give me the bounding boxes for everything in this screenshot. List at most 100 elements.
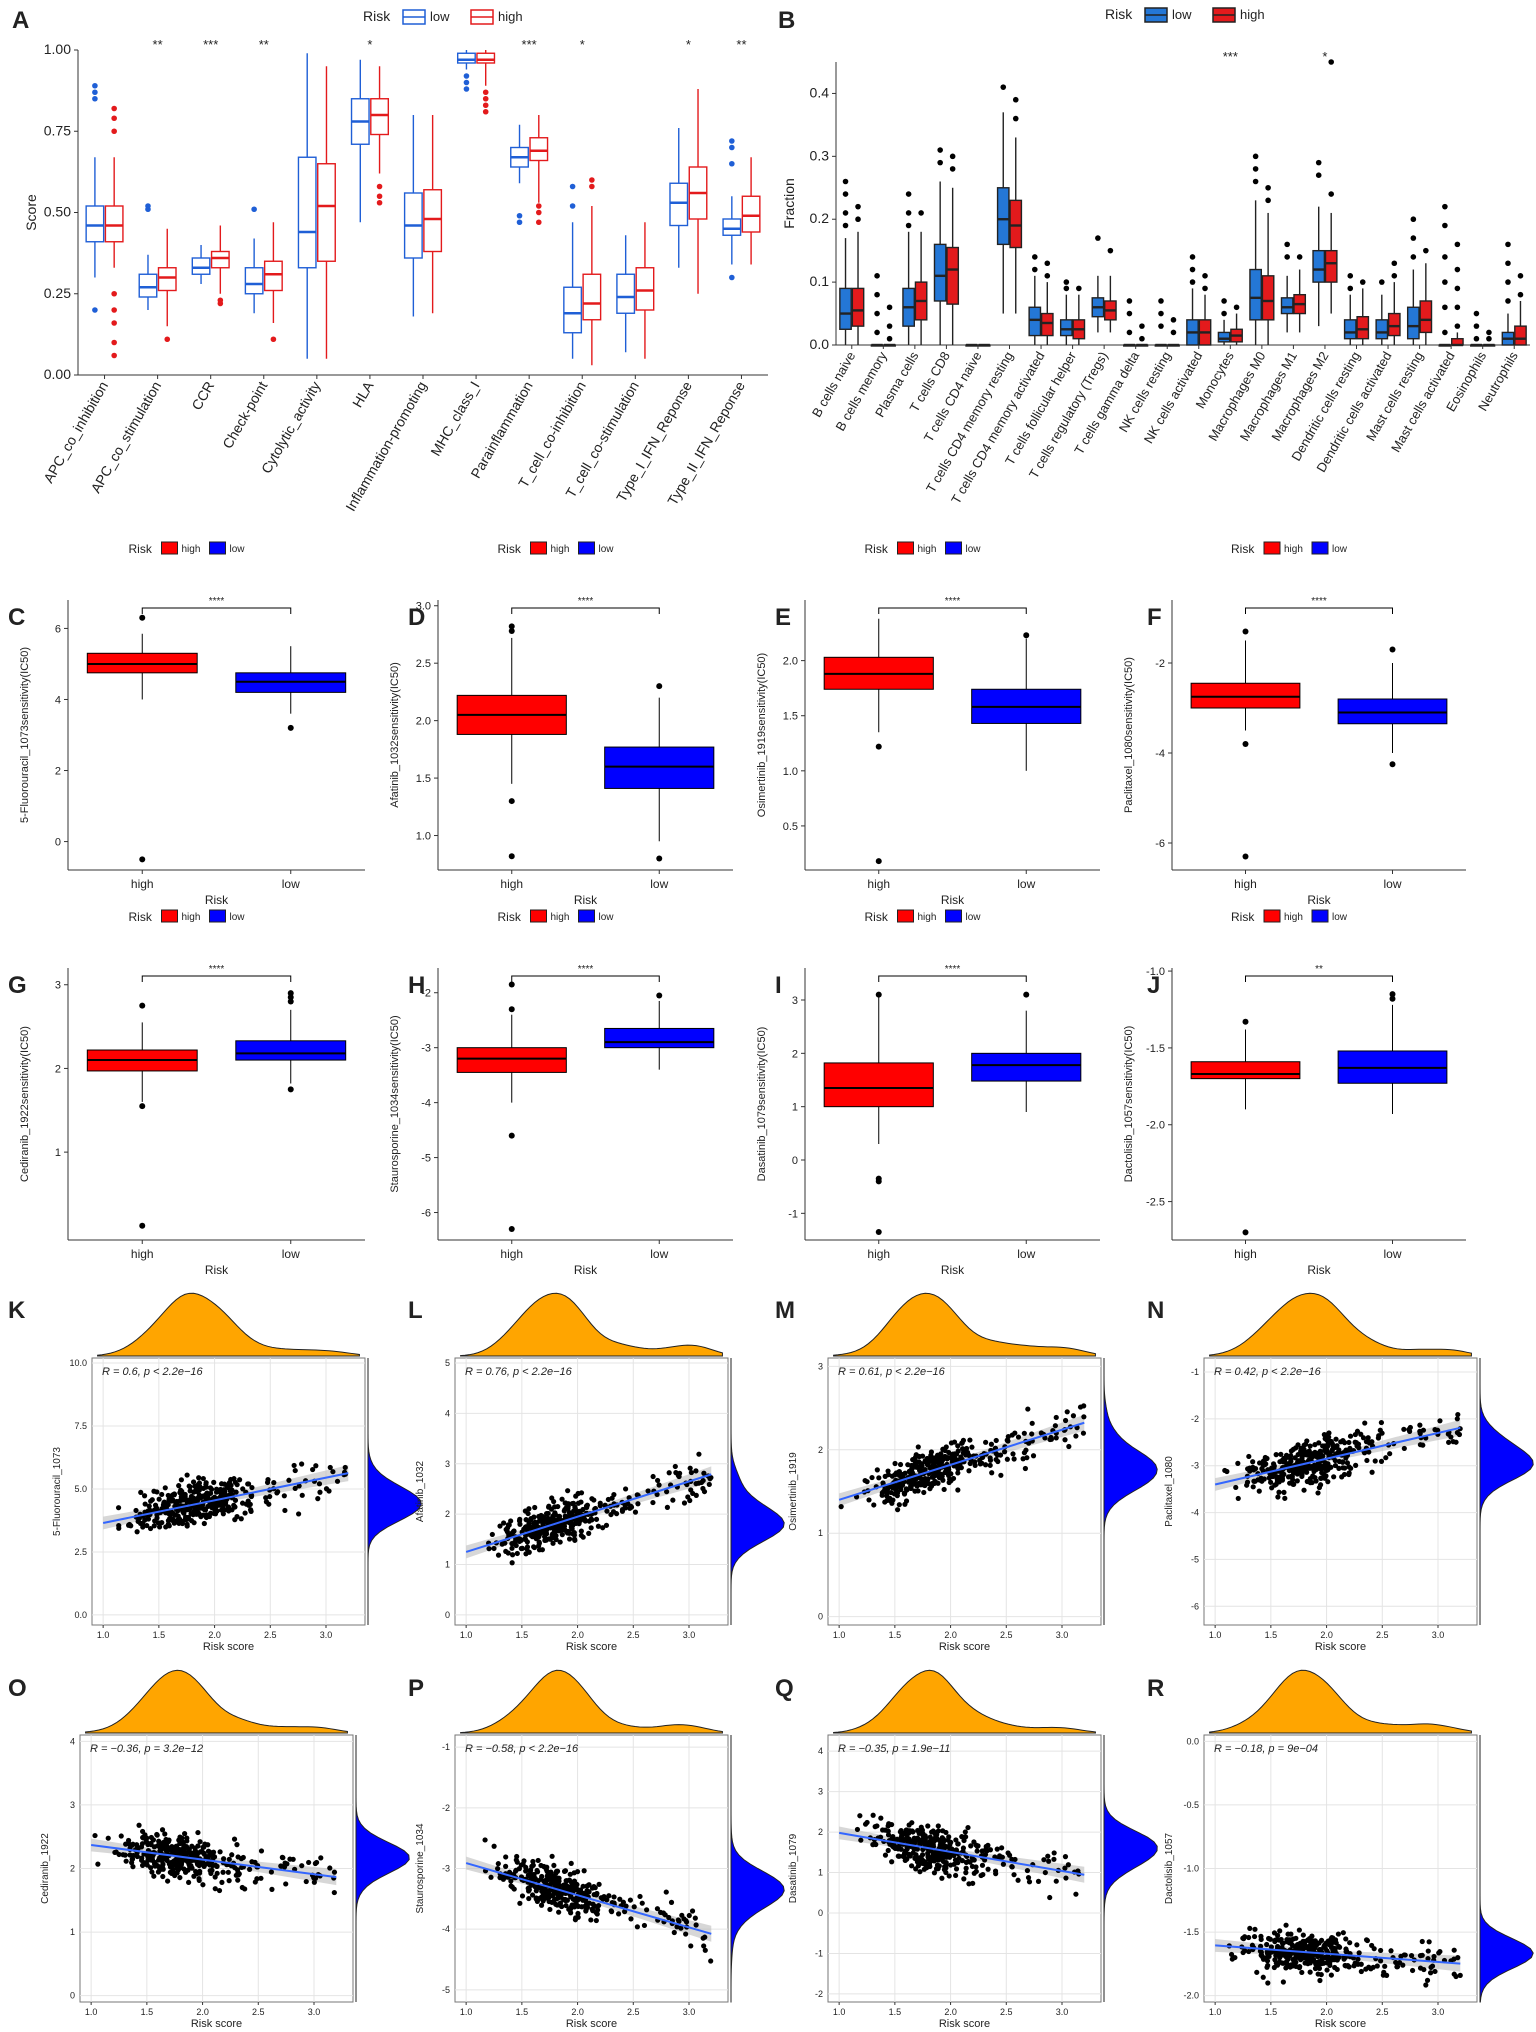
x-axis-title: Risk <box>941 893 965 907</box>
scatter-point <box>882 1852 889 1858</box>
scatter-point <box>141 1493 148 1499</box>
outlier-point <box>482 102 489 109</box>
significance-bracket <box>141 975 292 982</box>
density-top <box>460 1292 723 1357</box>
scatter-point <box>184 1838 190 1844</box>
outlier-point <box>1389 761 1396 768</box>
scatter-point <box>566 1509 572 1516</box>
outlier-point <box>287 1086 294 1093</box>
scatter-point <box>523 1551 529 1557</box>
scatter-point <box>1011 1456 1017 1462</box>
scatter-point <box>166 1496 172 1502</box>
scatter-point <box>524 1544 531 1550</box>
legend-label-high: high <box>1284 912 1303 923</box>
outlier-point <box>1410 235 1417 241</box>
scatter-point <box>654 1491 660 1498</box>
scatter-point <box>874 1823 880 1829</box>
scatter-point <box>1352 1431 1358 1438</box>
scatter-point <box>931 1870 938 1876</box>
scatter-point <box>509 1560 515 1566</box>
scatter-point <box>526 1506 532 1512</box>
scatter-point <box>1409 1967 1416 1974</box>
scatter-point <box>195 1829 201 1836</box>
outlier-point <box>139 1002 146 1009</box>
scatter-point <box>1425 1948 1431 1954</box>
scatter-point <box>226 1878 232 1884</box>
x-tick-label: 2.5 <box>264 1630 277 1640</box>
scatter-point <box>1432 1427 1438 1433</box>
outlier-point <box>1423 247 1429 254</box>
scatter-point <box>1451 1947 1457 1953</box>
density-right <box>1103 1358 1158 1625</box>
x-tick-label: 2.5 <box>627 2007 640 2017</box>
scatter-point <box>151 1873 157 1879</box>
scatter-point <box>666 1914 672 1921</box>
y-tick-label: 1 <box>55 1147 61 1159</box>
outlier-point <box>1473 310 1480 317</box>
scatter-point <box>162 1831 168 1837</box>
scatter-point <box>1374 1963 1380 1969</box>
scatter-point <box>249 1859 255 1865</box>
scatter-point <box>156 1838 162 1844</box>
outlier-point <box>1410 216 1417 223</box>
scatter-point <box>482 1837 488 1843</box>
legend-key-low <box>945 909 962 923</box>
scatter-point <box>1004 1456 1010 1462</box>
scatter-point <box>1307 1969 1313 1975</box>
y-tick-label: 0.1 <box>810 273 830 289</box>
legend-title: Risk <box>865 910 889 924</box>
scatter-point <box>499 1541 505 1547</box>
scatter-point <box>956 1855 962 1861</box>
scatter-point <box>1052 1423 1058 1429</box>
scatter-point <box>1295 1459 1301 1465</box>
scatter-point <box>539 1547 545 1553</box>
regression-line <box>91 1843 337 1879</box>
scatter-point <box>1035 1878 1042 1884</box>
scatter-point <box>617 1896 623 1902</box>
x-axis-title: Risk score <box>939 1641 990 1653</box>
scatter-point <box>688 1469 695 1476</box>
outlier-point <box>287 990 294 997</box>
scatter-point <box>1024 1867 1031 1874</box>
significance-mark: * <box>1322 49 1327 64</box>
scatter-point <box>593 1917 599 1924</box>
scatter-point <box>1397 1959 1403 1966</box>
legend-label-high: high <box>918 544 937 555</box>
scatter-point <box>183 1850 189 1857</box>
y-tick-label: 0.00 <box>44 366 71 382</box>
scatter-point <box>1315 1490 1321 1496</box>
scatter-point <box>962 1829 968 1835</box>
scatter-point <box>549 1495 555 1501</box>
scatter-point <box>505 1550 511 1556</box>
scatter-point <box>1310 1938 1316 1944</box>
scatter-point <box>634 1492 640 1498</box>
scatter-point <box>1073 1433 1079 1439</box>
y-tick-label: 2 <box>818 1827 823 1837</box>
y-tick-label: 2 <box>445 1509 450 1519</box>
scatter-point <box>947 1854 953 1860</box>
panel-label-C: C <box>8 604 25 631</box>
outlier-point <box>1000 84 1007 90</box>
y-tick-label: 3 <box>55 980 61 992</box>
scatter-point <box>1047 1894 1053 1901</box>
scatter-point <box>882 1499 888 1505</box>
scatter-point <box>543 1889 550 1895</box>
scatter-point <box>1025 1874 1032 1881</box>
scatter-point <box>191 1489 197 1495</box>
outlier-point <box>111 128 117 135</box>
scatter-point <box>858 1837 864 1843</box>
outlier-point <box>905 222 912 229</box>
scatter-point <box>1025 1406 1031 1412</box>
scatter-point <box>170 1518 176 1524</box>
legend-key-high <box>1263 541 1281 555</box>
scatter-point <box>573 1493 579 1499</box>
outlier-point <box>1202 285 1208 292</box>
scatter-point <box>998 1472 1004 1478</box>
scatter-point <box>1402 1952 1408 1958</box>
scatter-point <box>584 1883 590 1889</box>
scatter-point <box>562 1500 568 1506</box>
x-tick-label: low <box>282 1247 300 1261</box>
scatter-point <box>159 1491 165 1498</box>
scatter-point <box>1070 1413 1077 1419</box>
scatter-point <box>650 1499 656 1506</box>
